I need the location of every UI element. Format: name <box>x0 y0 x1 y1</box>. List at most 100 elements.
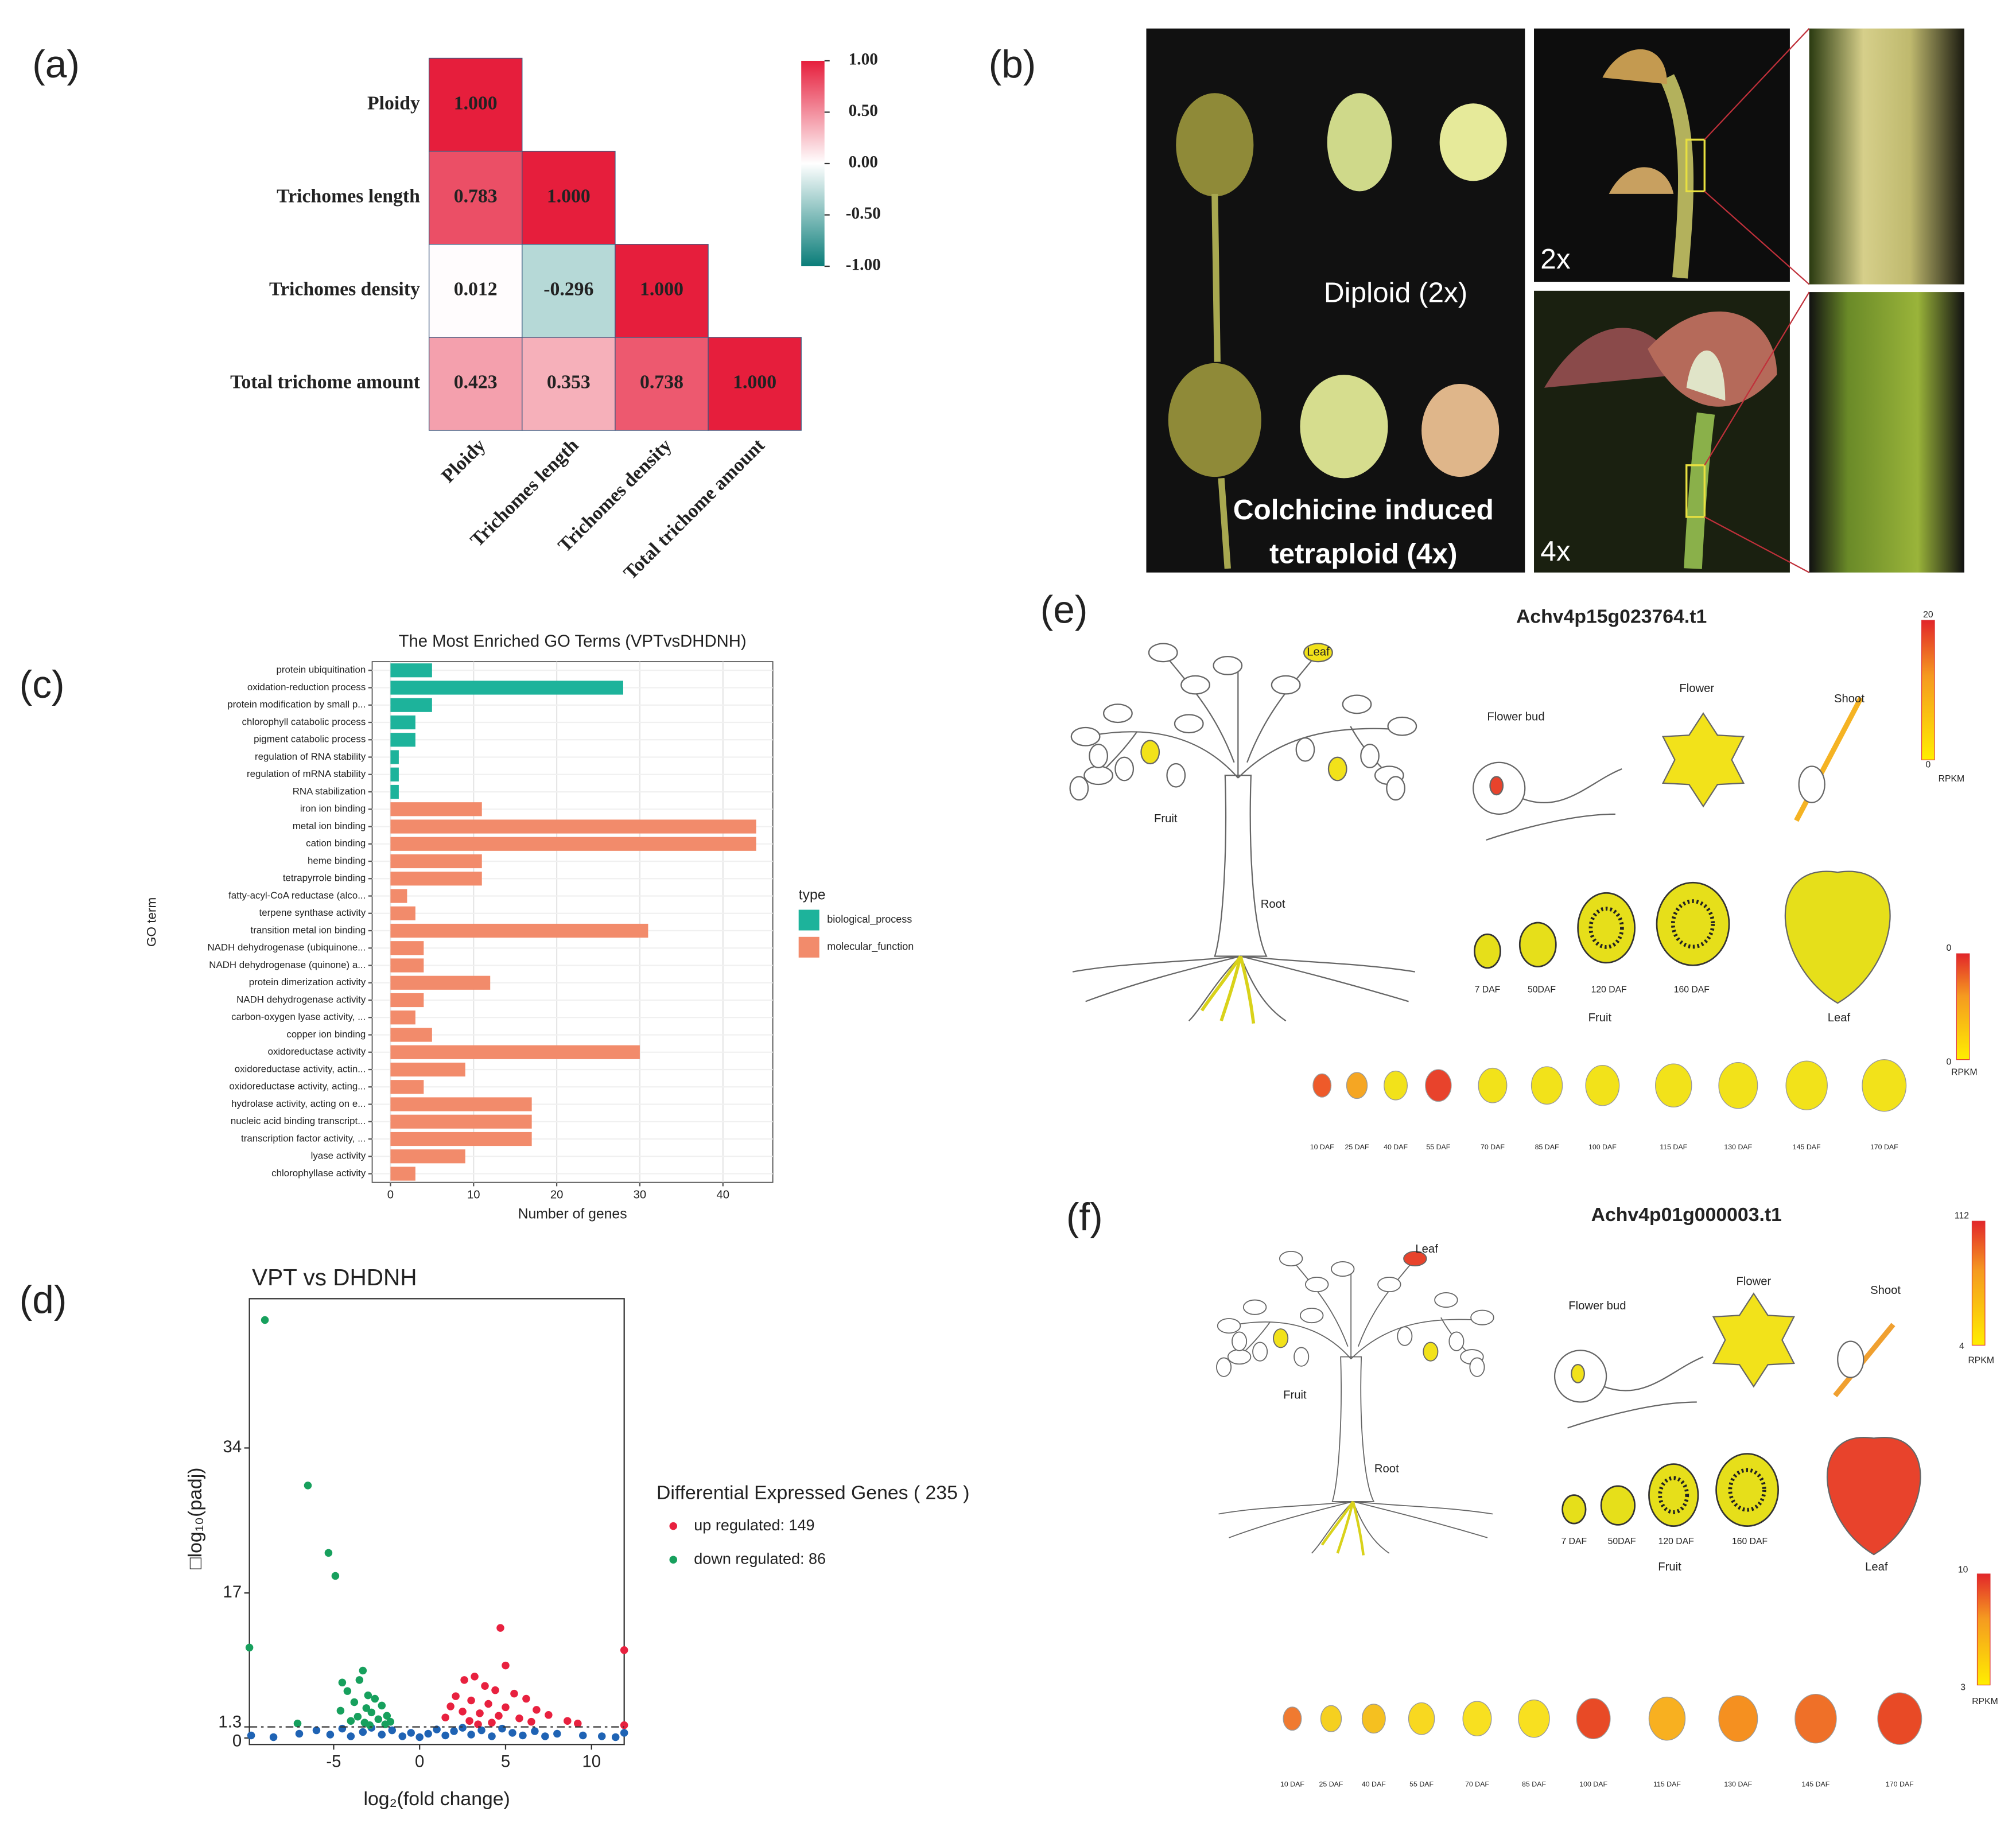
timeline-label: 40 DAF <box>1362 1780 1386 1788</box>
legend-marker <box>669 1556 678 1564</box>
zoom-line <box>1704 291 1810 466</box>
timeline-label: 70 DAF <box>1465 1780 1489 1788</box>
tree-fruit <box>1469 1357 1485 1377</box>
heatmap-cell <box>522 337 616 431</box>
big-leaf <box>1827 1437 1921 1556</box>
organ-label: Leaf <box>1307 646 1330 659</box>
shoot-photo <box>1684 412 1715 569</box>
bud-photo <box>1686 350 1726 401</box>
bar <box>390 802 482 817</box>
y-tick-label: chlorophyll catabolic process <box>242 716 366 727</box>
chart-title: The Most Enriched GO Terms (VPTvsDHDNH) <box>399 632 747 651</box>
tree-branch <box>1229 1321 1351 1359</box>
tree-branch <box>1237 728 1409 779</box>
tree-fruit <box>1069 776 1089 801</box>
scale-label: 10 <box>1958 1565 1968 1574</box>
tree-root-colored <box>1200 955 1242 1012</box>
tree-leaf <box>1434 1292 1458 1308</box>
point <box>359 1728 367 1736</box>
tree-root <box>1311 1501 1354 1554</box>
bud <box>1571 1364 1585 1383</box>
tree-fruit <box>1448 1331 1465 1351</box>
y-tick-label: chlorophyllase activity <box>271 1168 366 1179</box>
point <box>452 1692 460 1700</box>
bar <box>390 923 648 938</box>
heatmap-cell <box>615 337 709 431</box>
panel-label: (a) <box>32 43 80 86</box>
legend-swatch <box>798 909 819 931</box>
tree-leaf <box>1387 716 1417 736</box>
legend-title: Differential Expressed Genes ( 235 ) <box>657 1482 970 1503</box>
legend-swatch <box>798 936 819 958</box>
timeline-label: 100 DAF <box>1588 1143 1617 1151</box>
timeline-label: 40 DAF <box>1384 1143 1408 1151</box>
point <box>488 1719 496 1727</box>
tree-leaf <box>1242 1299 1267 1315</box>
tree-root <box>1188 955 1241 1021</box>
fruit-photo <box>1300 375 1388 479</box>
photo-label: Diploid (2x) <box>1324 277 1468 309</box>
heatmap-cell <box>428 150 523 245</box>
tree-leaf <box>1148 643 1178 663</box>
tree-branch <box>1246 652 1319 763</box>
y-tick-label: hydrolase activity, acting on e... <box>231 1098 366 1109</box>
bar <box>390 1028 432 1042</box>
y-tick-label: oxidoreductase activity <box>268 1046 366 1057</box>
panel-label: (d) <box>20 1278 67 1321</box>
tree-branch <box>1350 1319 1488 1359</box>
point <box>398 1732 406 1740</box>
timeline-label: 10 DAF <box>1310 1143 1334 1151</box>
bar <box>390 1167 415 1181</box>
fruit-seeds <box>1588 907 1624 949</box>
colorbar-tick-label: 0.50 <box>849 102 878 120</box>
point <box>359 1666 367 1675</box>
point <box>407 1729 415 1737</box>
timeline-label: 115 DAF <box>1653 1780 1681 1788</box>
y-tick-label: transcription factor activity, ... <box>241 1133 366 1144</box>
x-tick-label: 20 <box>550 1189 564 1202</box>
tree-leaf <box>1217 1318 1241 1334</box>
bar <box>390 958 424 973</box>
organ-label: Fruit <box>1154 812 1178 825</box>
point <box>579 1731 587 1740</box>
point <box>481 1682 489 1690</box>
tree-root <box>1085 955 1241 1002</box>
shoot <box>1833 1323 1895 1398</box>
cell-label: 0.353 <box>547 372 591 393</box>
point <box>484 1700 492 1708</box>
point <box>531 1727 539 1735</box>
tree-root <box>1353 1500 1493 1515</box>
fruit-section <box>1656 881 1730 966</box>
timeline-label: 85 DAF <box>1535 1143 1559 1151</box>
tree-root <box>1240 955 1416 973</box>
timeline-label: 145 DAF <box>1802 1780 1830 1788</box>
y-axis-label: □log₁₀(padj) <box>184 1468 206 1569</box>
tree-leaf <box>1342 694 1372 714</box>
y-tick-label: protein dimerization activity <box>249 977 366 988</box>
bar <box>390 1080 424 1094</box>
heatmap-cell <box>522 150 616 245</box>
scale-label: 0 <box>1947 1057 1952 1067</box>
timeline-label: 145 DAF <box>1793 1143 1821 1151</box>
timeline-fruit <box>1877 1692 1922 1745</box>
timeline-fruit <box>1718 1695 1758 1742</box>
photo-panel <box>1146 28 1964 573</box>
cell-label: 1.000 <box>547 185 591 207</box>
bar <box>390 715 415 730</box>
cell-label: 0.738 <box>640 372 683 393</box>
timeline-label: 85 DAF <box>1522 1780 1546 1788</box>
point <box>378 1701 386 1710</box>
section-label: Fruit <box>1588 1012 1612 1024</box>
legend-label: molecular_function <box>827 941 914 953</box>
row-label: Trichomes density <box>269 279 420 300</box>
cell-label: 0.012 <box>454 279 498 300</box>
cell-label: 1.000 <box>454 92 498 114</box>
tree-fruit <box>1360 744 1380 768</box>
point <box>312 1726 321 1735</box>
scale-label: 4 <box>1959 1342 1964 1351</box>
point <box>527 1717 535 1726</box>
column-label: Ploidy <box>437 434 490 487</box>
point <box>269 1733 278 1741</box>
y-tick-label: oxidoreductase activity, actin... <box>235 1063 366 1074</box>
bud-branch <box>1486 768 1622 841</box>
